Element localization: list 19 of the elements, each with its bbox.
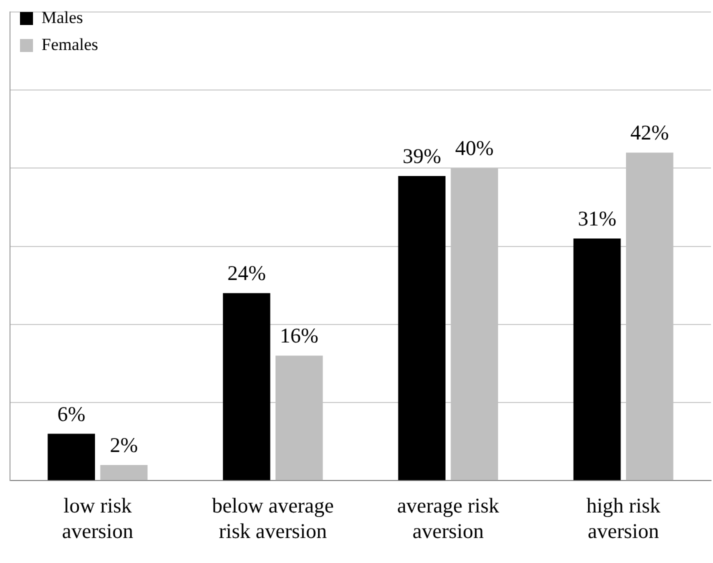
bar xyxy=(100,464,148,480)
x-tick-label: average risk aversion xyxy=(397,494,500,543)
data-label: 31% xyxy=(578,206,616,231)
legend-label: Males xyxy=(42,8,84,27)
x-tick-label: high risk aversion xyxy=(586,494,661,543)
bar xyxy=(573,238,621,480)
data-label: 40% xyxy=(455,136,494,160)
data-label: 2% xyxy=(110,432,138,457)
data-label: 39% xyxy=(402,144,442,168)
bar xyxy=(398,176,446,480)
data-label: 42% xyxy=(630,120,669,145)
bar xyxy=(48,434,95,480)
bar xyxy=(222,293,270,480)
legend-label: Females xyxy=(42,34,98,54)
x-tick-label: below average risk aversion xyxy=(212,494,334,543)
data-label: 6% xyxy=(57,402,86,426)
x-tick-label: low risk aversion xyxy=(62,494,134,543)
data-label: 24% xyxy=(227,261,266,286)
data-label: 16% xyxy=(280,324,318,348)
